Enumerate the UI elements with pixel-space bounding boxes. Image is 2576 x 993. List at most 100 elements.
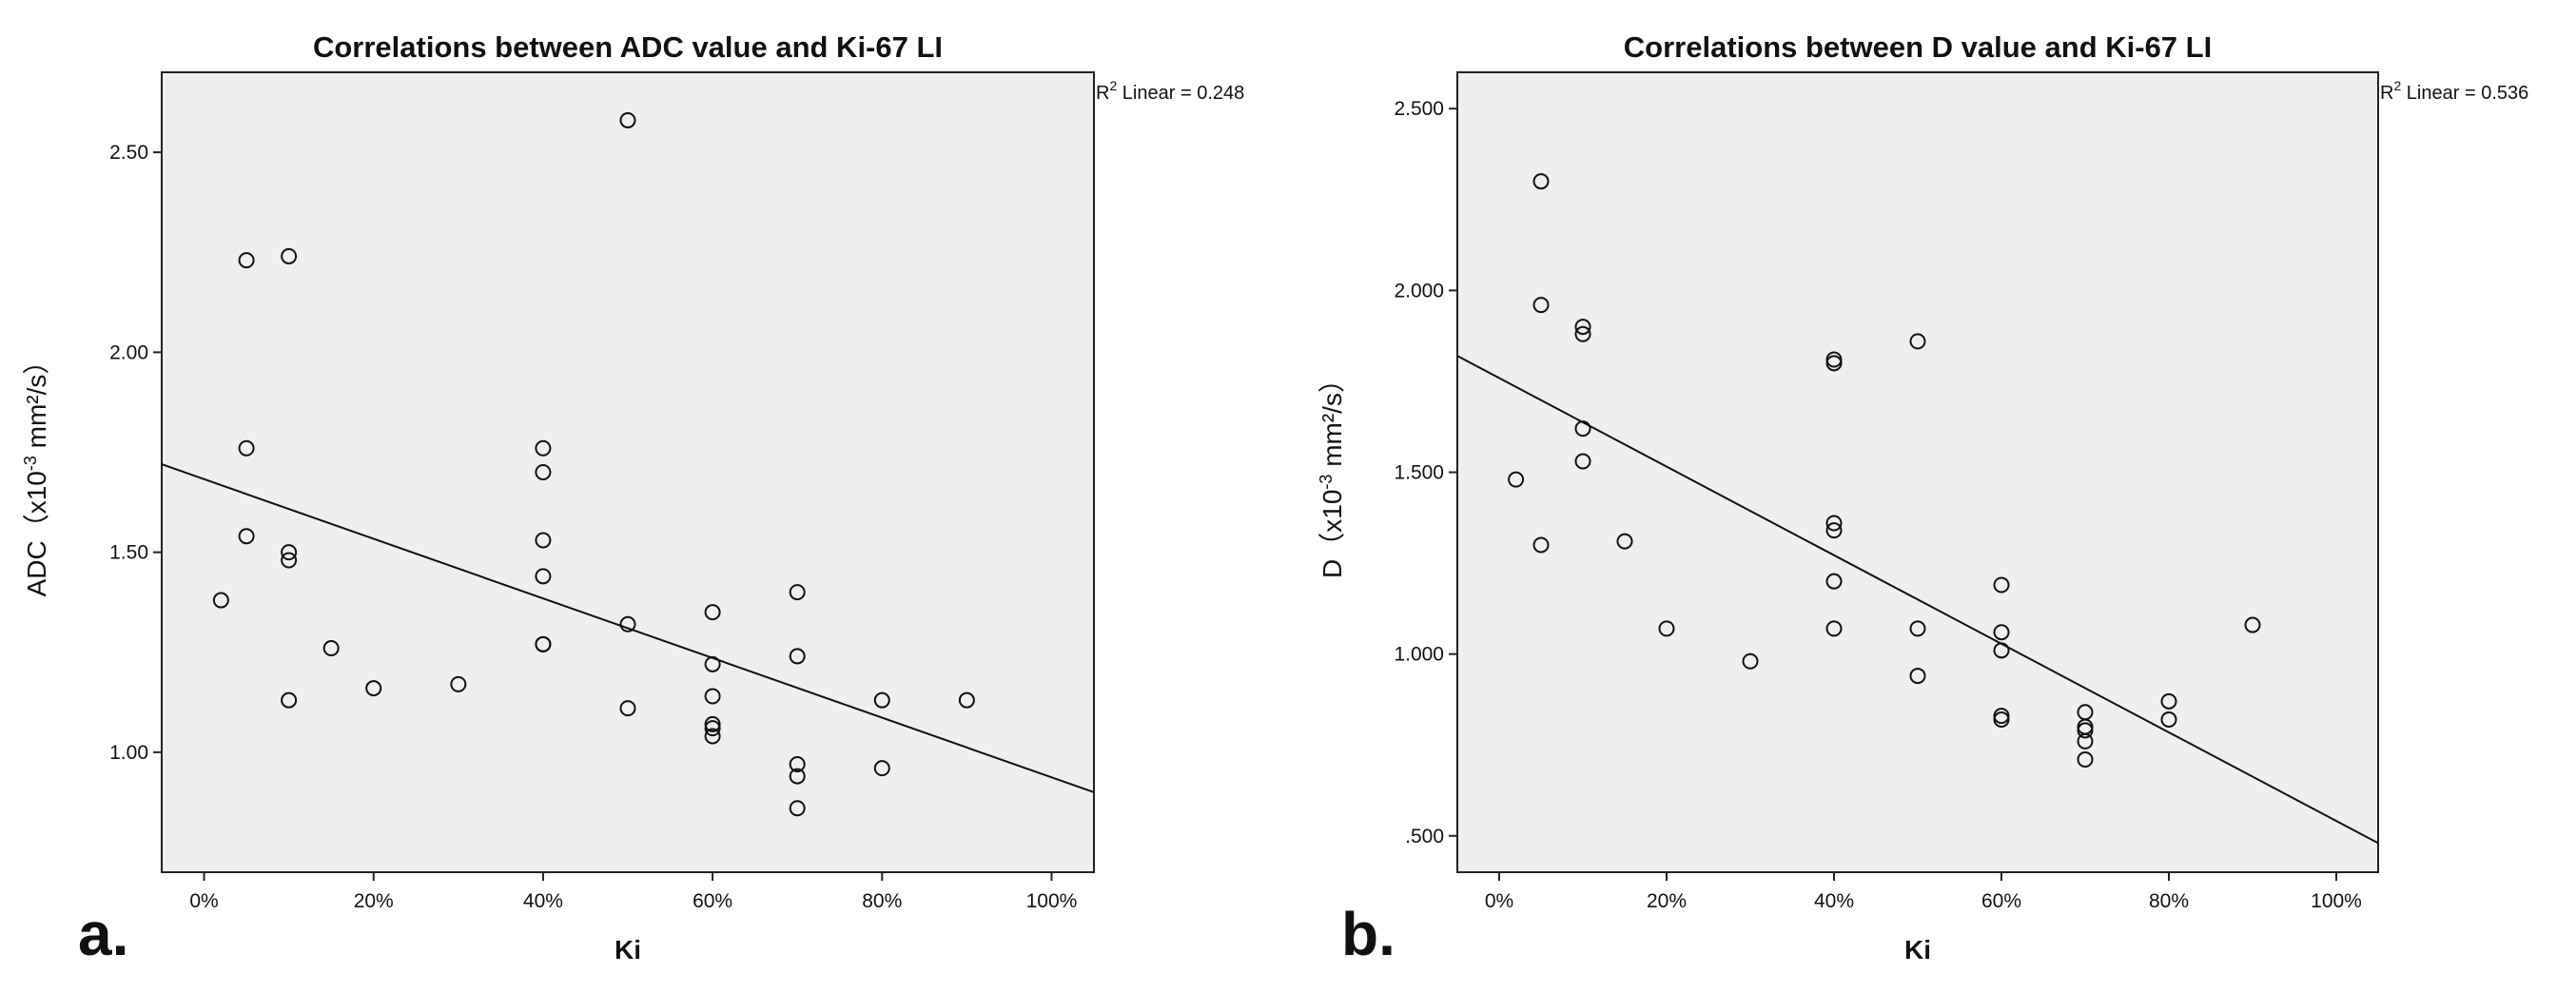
y-tick-label: 2.00 <box>109 341 148 363</box>
plot-area <box>161 71 1095 873</box>
data-point <box>704 728 721 745</box>
x-tick-label: 100% <box>1026 890 1078 912</box>
r2-annotation: R2 Linear = 0.248 <box>1096 78 1244 104</box>
data-point <box>238 439 255 457</box>
y-axis-label: ADC（x10-3 mm²/s） <box>21 348 51 597</box>
x-tick-label: 40% <box>1814 890 1854 912</box>
data-point <box>1909 620 1926 637</box>
panel-label: b. <box>1341 900 1395 968</box>
y-tick-label: 2.000 <box>1394 280 1444 302</box>
data-point <box>958 691 975 709</box>
data-point <box>535 568 552 585</box>
data-point <box>238 528 255 545</box>
data-point <box>1825 620 1843 637</box>
data-point <box>1909 333 1926 350</box>
data-point <box>1574 319 1591 336</box>
chart-title: Correlations between ADC value and Ki-67… <box>313 30 943 64</box>
data-point <box>2244 616 2261 633</box>
data-point <box>619 615 636 633</box>
x-tick-label: 0% <box>189 890 218 912</box>
data-point <box>1825 515 1843 532</box>
x-tick-label: 80% <box>862 890 902 912</box>
y-tick-label: 1.000 <box>1394 644 1444 666</box>
data-point <box>281 691 298 709</box>
data-point <box>2160 711 2177 728</box>
fit-line <box>1456 355 2379 845</box>
data-point <box>789 755 806 772</box>
fit-line <box>161 463 1095 793</box>
data-point <box>619 111 636 128</box>
data-point <box>1825 355 1843 372</box>
data-point <box>1574 325 1591 342</box>
data-point <box>450 675 467 692</box>
data-point <box>281 552 298 569</box>
x-axis-label: Ki <box>615 935 641 964</box>
panel-label: a. <box>78 900 128 968</box>
data-point <box>1616 533 1633 550</box>
data-point <box>1532 297 1550 314</box>
data-point <box>873 691 890 709</box>
x-tick-label: 40% <box>523 890 563 912</box>
data-point <box>212 592 229 609</box>
y-axis-label: D（x10-3 mm²/s） <box>1317 366 1347 578</box>
data-point <box>1532 173 1550 190</box>
data-point <box>704 715 721 732</box>
x-tick-label: 100% <box>2311 890 2362 912</box>
data-point <box>789 584 806 601</box>
data-point <box>1532 536 1550 554</box>
data-point <box>1993 642 2010 659</box>
data-point <box>619 700 636 717</box>
y-tick-label: .500 <box>1405 826 1444 847</box>
plot-area <box>1456 71 2379 873</box>
data-point <box>1825 573 1843 590</box>
r2-annotation: R2 Linear = 0.536 <box>2380 78 2528 104</box>
data-point <box>1909 668 1926 685</box>
data-point <box>704 655 721 672</box>
x-tick-label: 20% <box>1647 890 1687 912</box>
data-point <box>1993 624 2010 641</box>
y-tick-label: 2.500 <box>1394 98 1444 120</box>
data-point <box>789 648 806 665</box>
data-point <box>1742 652 1759 670</box>
data-point <box>1993 711 2010 728</box>
data-point <box>2077 732 2094 750</box>
chart-title: Correlations between D value and Ki-67 L… <box>1624 30 2212 64</box>
data-point <box>322 640 340 657</box>
x-tick-label: 80% <box>2149 890 2189 912</box>
data-point <box>238 252 255 269</box>
data-point <box>1658 620 1675 637</box>
data-point <box>873 760 890 777</box>
data-point <box>1993 576 2010 594</box>
x-tick-label: 0% <box>1485 890 1513 912</box>
data-point <box>704 720 721 737</box>
chart-panel-2: Correlations between D value and Ki-67 L… <box>1317 30 2528 968</box>
data-point <box>365 680 382 697</box>
x-tick-label: 20% <box>354 890 394 912</box>
chart-panel-1: Correlations between ADC value and Ki-67… <box>21 30 1244 968</box>
y-tick-label: 1.00 <box>109 742 148 764</box>
data-point <box>535 532 552 549</box>
y-tick-label: 1.500 <box>1394 462 1444 484</box>
data-point <box>535 635 552 652</box>
data-point <box>535 464 552 480</box>
data-point <box>704 688 721 705</box>
data-point <box>2077 722 2094 739</box>
data-point <box>1574 420 1591 438</box>
data-point <box>2077 750 2094 768</box>
data-point <box>1508 471 1525 488</box>
y-tick-label: 1.50 <box>109 542 148 564</box>
x-tick-label: 60% <box>1981 890 2021 912</box>
x-tick-label: 60% <box>693 890 732 912</box>
data-point <box>704 604 721 621</box>
data-point <box>281 247 298 264</box>
x-axis-label: Ki <box>1904 935 1931 964</box>
data-point <box>1574 453 1591 470</box>
data-point <box>789 768 806 785</box>
data-point <box>1825 522 1843 539</box>
data-point <box>789 800 806 817</box>
data-point <box>281 544 298 561</box>
y-tick-label: 2.50 <box>109 142 148 164</box>
data-point <box>535 439 552 457</box>
data-point <box>2160 692 2177 710</box>
